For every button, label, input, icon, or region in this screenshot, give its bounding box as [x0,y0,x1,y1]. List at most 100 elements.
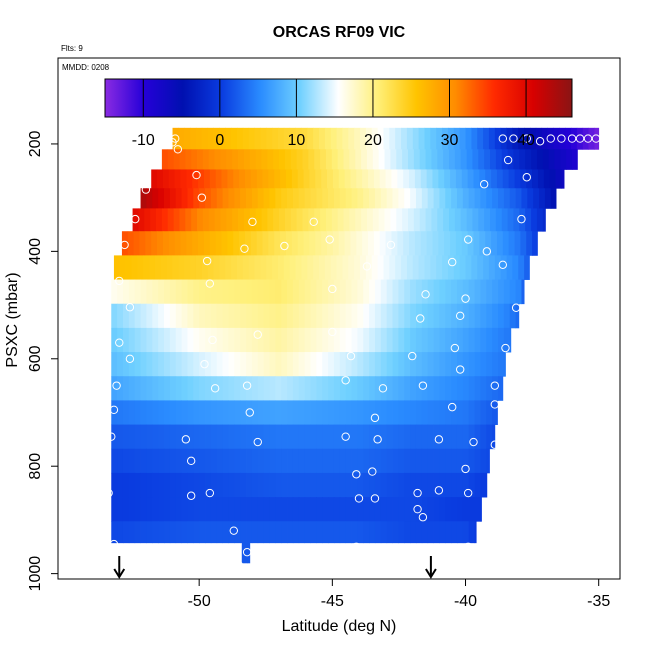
heatmap-cell [536,208,544,232]
heatmap-cell [158,279,165,305]
heatmap-cell [254,127,261,150]
heatmap-cell [193,352,200,377]
heatmap-cell [111,448,118,474]
heatmap-cell [544,188,552,209]
heatmap-cell [164,303,171,329]
heatmap-cell [197,149,204,170]
heatmap-cell [216,472,224,498]
heatmap-cell [419,208,426,232]
heatmap-cell [374,424,382,450]
heatmap-band [113,255,530,280]
heatmap-cell [173,208,180,232]
heatmap-cell [157,169,164,189]
heatmap-cell [169,279,177,305]
heatmap-cell [257,521,265,544]
heatmap-cell [503,188,511,209]
heatmap-cell [322,352,329,377]
heatmap-cell [467,169,474,189]
heatmap-cell [140,497,147,522]
heatmap-cell [374,279,382,305]
heatmap-band [241,542,251,564]
heatmap-cell [374,497,382,522]
heatmap-cell [396,208,403,232]
heatmap-cell [345,448,352,474]
data-point [125,354,135,363]
heatmap-cell [396,149,403,170]
heatmap-cell [386,472,393,498]
data-point [447,402,457,412]
heatmap-cell [363,497,370,522]
arrows-layer [113,556,437,579]
heatmap-cell [128,448,136,474]
heatmap-cell [351,352,358,377]
heatmap-cell [404,376,411,401]
heatmap-cell [281,188,288,209]
heatmap-cell [415,521,423,544]
heatmap-cell [392,497,399,522]
heatmap-cell [468,472,475,498]
x-tick-label: -50 [188,593,211,610]
heatmap-cell [140,376,147,401]
heatmap-cell [404,303,411,329]
heatmap-cell [287,472,294,498]
heatmap-cell [210,400,218,425]
heatmap-cell [236,127,244,150]
heatmap-cell [222,497,229,522]
heatmap-cell [474,448,481,474]
heatmap-cell [263,376,270,401]
heatmap-cell [439,303,446,329]
heatmap-cell [361,208,368,232]
heatmap-cell [234,352,241,377]
heatmap-cell [332,169,340,189]
heatmap-band [111,376,504,401]
heatmap-cell [187,448,194,474]
heatmap-cell [486,376,493,401]
heatmap-cell [292,497,300,522]
heatmap-cell [263,472,270,498]
x-tick-label: -35 [587,593,610,610]
heatmap-cell [240,188,247,209]
heatmap-cell [445,521,452,544]
heatmap-cell [479,169,486,189]
heatmap-cell [410,188,417,209]
heatmap-cell [228,279,235,305]
heatmap-cell [451,352,458,377]
heatmap-cell [328,448,335,474]
heatmap-cell [193,303,200,329]
heatmap-cell [287,327,294,353]
heatmap-cell [365,255,373,280]
heatmap-band [111,497,482,522]
heatmap-cell [222,327,229,353]
heatmap-cell [445,497,452,522]
heatmap-cell [146,188,153,209]
heatmap-cell [456,448,464,474]
heatmap-cell [227,169,234,189]
heatmap-cell [345,400,352,425]
heatmap-cell [351,448,358,474]
heatmap-cell [368,231,375,256]
heatmap-cell [219,255,226,280]
heatmap-cell [219,127,226,150]
colorbar-tick-label: 40 [517,132,535,149]
heatmap-cell [369,327,376,353]
colorbar-gradient [104,78,573,118]
heatmap-cell [369,279,376,305]
heatmap-cell [486,424,493,450]
heatmap-cell [179,149,186,170]
heatmap-cell [291,169,299,189]
heatmap-cell [349,208,356,232]
heatmap-cell [355,208,362,232]
heatmap-cell [193,424,200,450]
heatmap-cell [333,521,341,544]
heatmap-cell [266,255,273,280]
heatmap-cell [363,352,370,377]
heatmap-cell [437,208,444,232]
heatmap-cell [199,472,206,498]
heatmap-cell [210,497,218,522]
data-point [583,134,593,143]
heatmap-cell [410,497,417,522]
heatmap-cell [158,303,165,329]
heatmap-cell [304,352,311,377]
heatmap-cell [251,400,259,425]
heatmap-cell [509,188,516,209]
